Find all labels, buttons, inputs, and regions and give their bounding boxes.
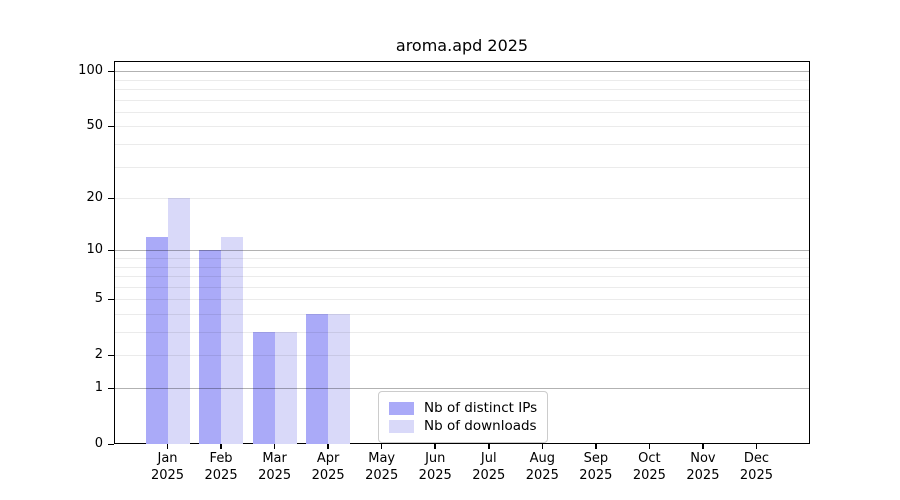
- y-tick-label-100: 100: [78, 63, 103, 79]
- x-tick-label-may: May 2025: [365, 451, 399, 483]
- x-tick-mark-jan: [166, 444, 169, 449]
- x-tick-mark-oct: [648, 444, 651, 449]
- x-tick-label-jun: Jun 2025: [418, 451, 452, 483]
- y-tick-mark: [108, 125, 114, 128]
- x-tick-label-feb: Feb 2025: [204, 451, 238, 483]
- bar-distinct-ips-jan: [145, 236, 168, 444]
- legend-label: Nb of distinct IPs: [424, 400, 538, 416]
- x-tick-label-sep: Sep 2025: [579, 451, 613, 483]
- y-tick-label-2: 2: [94, 347, 103, 363]
- x-tick-mark-jun: [434, 444, 436, 449]
- legend-layer: Nb of distinct IPs Nb of downloads: [114, 61, 810, 444]
- bar-distinct-ips-feb: [199, 250, 222, 444]
- y-tick-mark: [108, 387, 114, 389]
- y-tick-label-5: 5: [94, 291, 103, 307]
- plot-area: Nb of distinct IPs Nb of downloads: [114, 61, 810, 444]
- y-tick-label-10: 10: [86, 242, 103, 258]
- legend-row: Nb of downloads: [389, 418, 537, 434]
- legend-swatch-distinct-ips: [389, 401, 414, 415]
- x-tick-label-oct: Oct 2025: [632, 451, 666, 483]
- bar-downloads-feb: [221, 236, 244, 444]
- legend-row: Nb of distinct IPs: [389, 400, 537, 416]
- x-tick-label-nov: Nov 2025: [686, 451, 720, 483]
- y-tick-mark: [108, 298, 114, 301]
- y-tick-mark: [108, 443, 114, 445]
- y-tick-label-20: 20: [86, 190, 103, 206]
- x-tick-label-dec: Dec 2025: [739, 451, 773, 483]
- x-tick-label-aug: Aug 2025: [525, 451, 559, 483]
- y-tick-mark: [108, 70, 114, 73]
- bar-distinct-ips-apr: [306, 313, 329, 444]
- bar-distinct-ips-mar: [252, 332, 275, 444]
- y-tick-label-50: 50: [86, 118, 103, 134]
- x-tick-mark-mar: [273, 444, 276, 449]
- x-tick-label-jul: Jul 2025: [472, 451, 506, 483]
- bar-downloads-mar: [274, 332, 297, 444]
- bars-layer: [114, 61, 810, 444]
- x-tick-mark-feb: [220, 444, 222, 449]
- y-tick-label-0: 0: [94, 436, 103, 451]
- legend: Nb of distinct IPs Nb of downloads: [378, 391, 549, 443]
- x-tick-mark-jul: [488, 444, 490, 449]
- y-tick-mark: [108, 354, 114, 357]
- y-tick-label-1: 1: [94, 380, 103, 395]
- legend-swatch-downloads: [389, 419, 414, 433]
- x-tick-label-jan: Jan 2025: [150, 451, 185, 483]
- bar-downloads-jan: [167, 198, 190, 444]
- x-tick-mark-aug: [541, 444, 544, 449]
- x-tick-mark-dec: [755, 444, 758, 449]
- y-tick-mark: [108, 249, 114, 252]
- bar-downloads-apr: [328, 313, 351, 444]
- x-tick-label-mar: Mar 2025: [258, 451, 292, 483]
- x-tick-mark-sep: [595, 444, 597, 449]
- legend-label: Nb of downloads: [424, 418, 537, 434]
- x-tick-label-apr: Apr 2025: [311, 451, 345, 483]
- x-tick-mark-may: [380, 444, 383, 449]
- x-tick-mark-nov: [702, 444, 704, 449]
- y-tick-mark: [108, 197, 114, 200]
- x-tick-mark-apr: [327, 444, 329, 449]
- chart-title: aroma.apd 2025: [395, 36, 529, 55]
